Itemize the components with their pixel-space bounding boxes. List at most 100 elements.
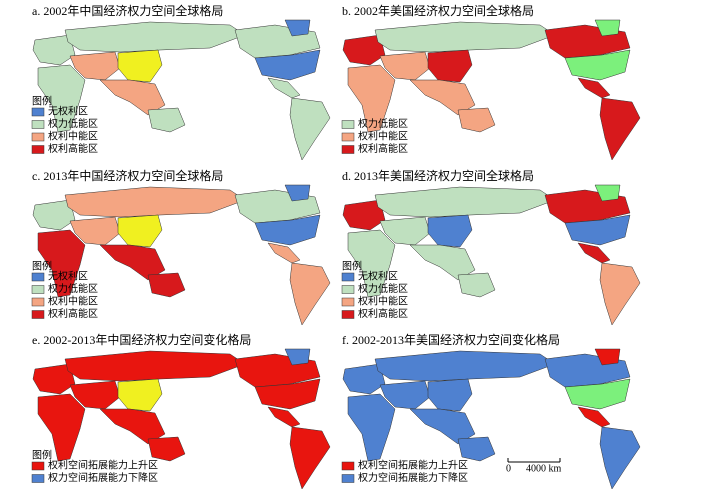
region (254, 378, 321, 410)
legend-swatch (341, 145, 355, 154)
legend-swatch (31, 272, 45, 282)
region (427, 49, 473, 83)
region (289, 97, 331, 161)
legend-label: 无权利区 (48, 269, 88, 282)
legend-swatch (31, 297, 45, 307)
region (347, 393, 396, 462)
region (64, 186, 246, 218)
legend-swatch (31, 132, 45, 142)
region (267, 77, 301, 99)
region (427, 378, 473, 412)
legend-label: 权利中能区 (48, 294, 98, 307)
legend-label: 权力低能区 (48, 117, 98, 130)
region (289, 426, 331, 490)
map-panel (342, 19, 641, 161)
legend-label: 权力低能区 (358, 117, 408, 130)
region (457, 436, 496, 462)
legend-title: 图例 (32, 448, 52, 461)
region (117, 214, 163, 248)
panel-title: c. 2013年中国经济权力空间全球格局 (32, 168, 223, 183)
legend-swatch (31, 107, 45, 117)
legend-swatch (31, 285, 45, 294)
region (284, 184, 311, 202)
legend-label: 权利空间拓展能力上升区 (358, 458, 468, 471)
region (267, 242, 301, 264)
legend-swatch (341, 474, 355, 483)
region (64, 21, 246, 53)
region (117, 378, 163, 412)
region (374, 186, 556, 218)
region (564, 378, 631, 410)
legend-swatch (31, 145, 45, 154)
panel-title: e. 2002-2013年中国经济权力空间变化格局 (32, 332, 251, 347)
legend-label: 权力空间拓展能力下降区 (48, 471, 158, 484)
legend-label: 权力空间拓展能力下降区 (358, 471, 468, 484)
legend-swatch (341, 461, 355, 471)
region (117, 49, 163, 83)
legend-label: 无权利区 (48, 104, 88, 117)
legend-swatch (341, 285, 355, 294)
legend-label: 权利高能区 (48, 142, 98, 155)
region (577, 77, 611, 99)
map-panel (32, 184, 331, 326)
scale-bar: 0 4000 km (506, 458, 562, 474)
legend-swatch (31, 120, 45, 129)
map-panel (342, 348, 641, 490)
region (599, 262, 641, 326)
legend-title: 图例 (342, 259, 362, 272)
region (147, 272, 186, 298)
region (594, 348, 621, 366)
legend-title: 图例 (32, 259, 52, 272)
region (37, 393, 86, 462)
legend-swatch (31, 474, 45, 483)
region (64, 350, 246, 382)
region (374, 21, 556, 53)
region (147, 107, 186, 133)
region (254, 49, 321, 81)
region (457, 272, 496, 298)
legend-label: 权利高能区 (358, 142, 408, 155)
region (457, 107, 496, 133)
scale-end: 4000 km (526, 463, 562, 474)
region (577, 406, 611, 428)
map-panel (342, 184, 641, 326)
region (594, 184, 621, 202)
region (347, 229, 396, 298)
scale-start: 0 (506, 463, 511, 474)
legend-label: 权利空间拓展能力上升区 (48, 458, 158, 471)
region (37, 229, 86, 298)
legend-swatch (341, 272, 355, 282)
legend-swatch (341, 132, 355, 142)
legend-label: 权利高能区 (358, 307, 408, 320)
region (427, 214, 473, 248)
region (289, 262, 331, 326)
legend-label: 权利中能区 (48, 129, 98, 142)
region (147, 436, 186, 462)
map-panel (32, 348, 331, 490)
legend-label: 权利中能区 (358, 294, 408, 307)
region (577, 242, 611, 264)
legend-label: 无权利区 (358, 269, 398, 282)
region (564, 214, 631, 246)
legend-label: 权利中能区 (358, 129, 408, 142)
panel-title: b. 2002年美国经济权力空间全球格局 (342, 3, 534, 18)
legend-label: 权利高能区 (48, 307, 98, 320)
region (284, 348, 311, 366)
legend-label: 权力低能区 (358, 282, 408, 295)
legend-label: 权力低能区 (48, 282, 98, 295)
region (594, 19, 621, 37)
region (564, 49, 631, 81)
region (284, 19, 311, 37)
legend-swatch (31, 310, 45, 319)
region (374, 350, 556, 382)
panel-title: a. 2002年中国经济权力空间全球格局 (32, 3, 223, 18)
map-panel (32, 19, 331, 161)
region (267, 406, 301, 428)
legend-swatch (341, 310, 355, 319)
legend-swatch (341, 297, 355, 307)
region (254, 214, 321, 246)
region (347, 64, 396, 133)
region (599, 97, 641, 161)
legend-swatch (31, 461, 45, 471)
